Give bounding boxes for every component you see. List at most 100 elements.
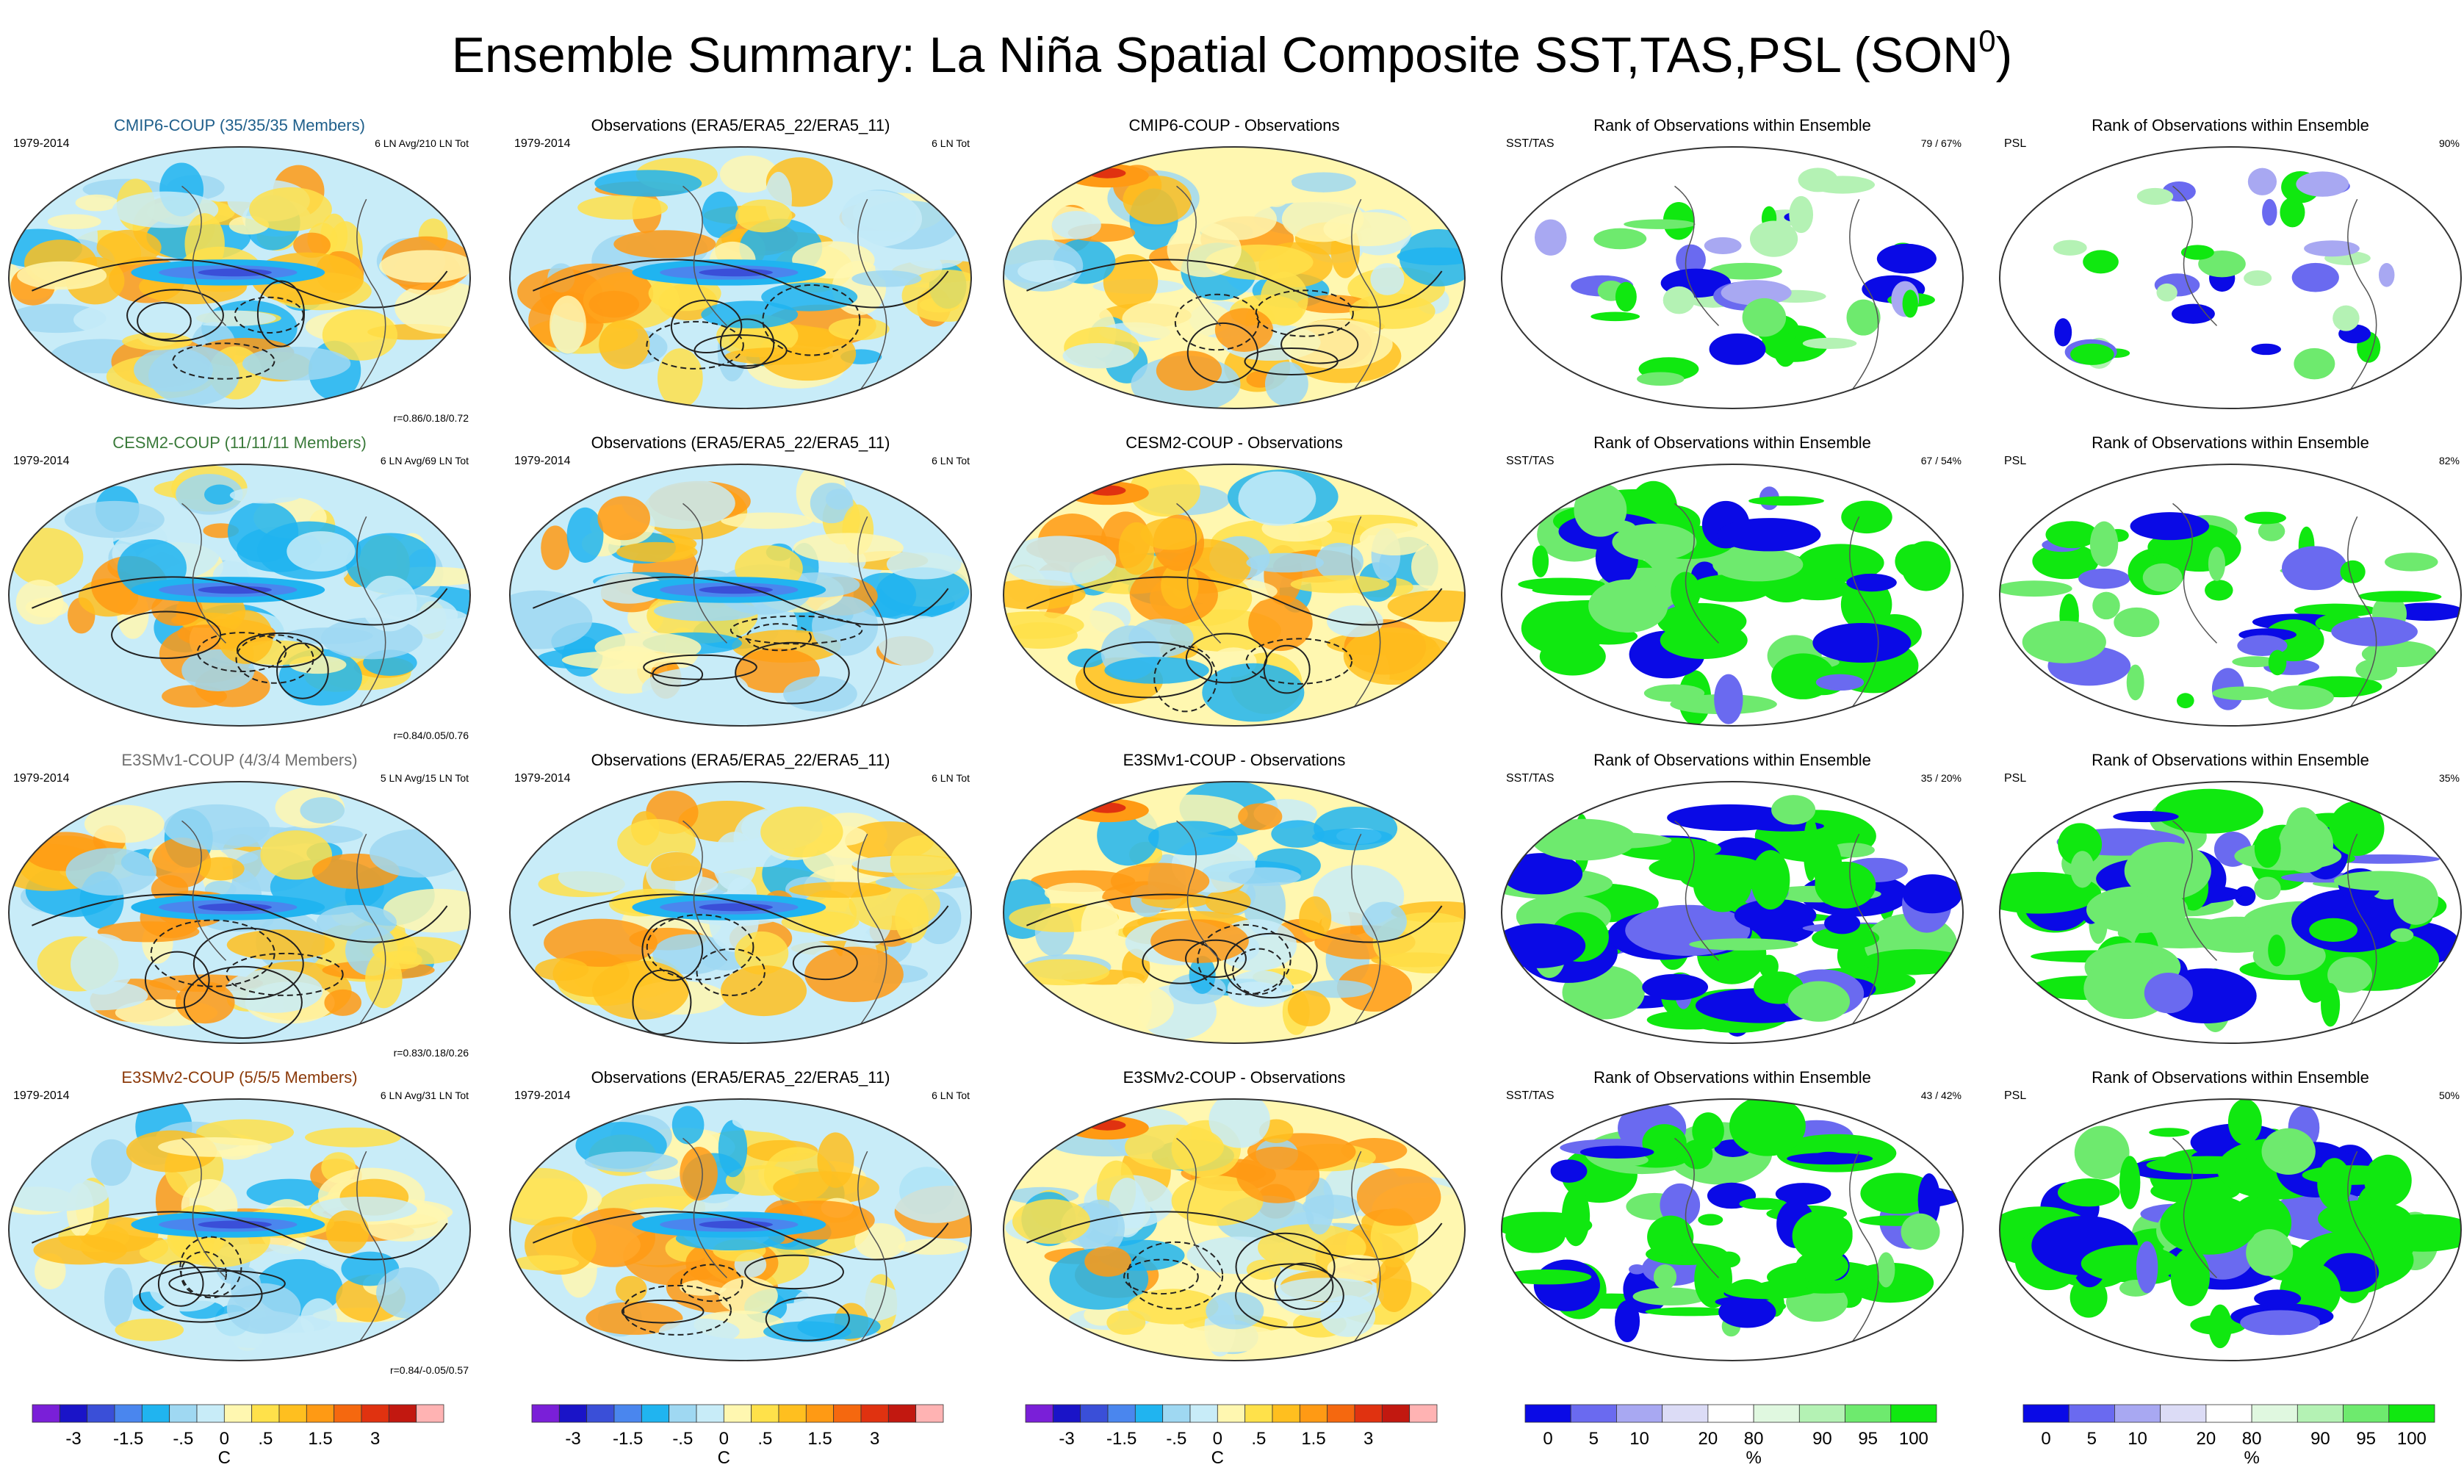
temperature-colorbar: -3 -1.5 -.5 0 .5 1.5 3 C [1025, 1404, 1438, 1468]
map-panel: Observations (ERA5/ERA5_22/ERA5_11) 1979-… [509, 433, 972, 727]
colorbar-tick: 20 [2197, 1429, 2216, 1449]
colorbar-swatch [805, 1404, 835, 1423]
map-border [1003, 146, 1466, 409]
panel-title: Rank of Observations within Ensemble [1593, 1068, 1871, 1087]
map-panel: CMIP6-COUP - Observations [1003, 116, 1466, 409]
colorbar-swatch [1890, 1404, 1937, 1423]
colorbar-swatch [696, 1404, 724, 1423]
panel-title: Rank of Observations within Ensemble [1593, 433, 1871, 452]
colorbar-swatch [833, 1404, 862, 1423]
colorbar-tick: .5 [1251, 1429, 1266, 1449]
colorbar-swatch [751, 1404, 779, 1423]
colorbar-tick: 95 [2356, 1429, 2376, 1449]
map-border [1003, 1098, 1466, 1361]
colorbar-tick: 5 [1589, 1429, 1599, 1449]
map-border [509, 464, 972, 727]
count-label: 6 LN Avg/31 LN Tot [381, 1089, 469, 1101]
colorbar-tick: 3 [870, 1429, 879, 1449]
colorbar-swatch [558, 1404, 588, 1423]
map-panel: Rank of Observations within Ensemble SST/… [1501, 1068, 1964, 1361]
colorbar-tick: -3 [1059, 1429, 1074, 1449]
count-label: 6 LN Tot [932, 455, 970, 467]
colorbar-swatch [641, 1404, 670, 1423]
map-panel: Rank of Observations within Ensemble PSL 5… [1999, 1068, 2462, 1361]
colorbar-swatch [169, 1404, 198, 1423]
map-panel: CESM2-COUP (11/11/11 Members) 1979-2014 6 … [8, 433, 471, 741]
colorbar-tick: 80 [1744, 1429, 1764, 1449]
colorbar-unit: C [718, 1448, 730, 1468]
rank-percent-label: 82% [2439, 455, 2460, 467]
colorbar-swatch [59, 1404, 88, 1423]
panel-title: E3SMv2-COUP - Observations [1123, 1068, 1346, 1087]
variable-label: PSL [2004, 772, 2026, 785]
correlation-label: r=0.83/0.18/0.26 [394, 1047, 469, 1059]
colorbar-swatch [586, 1404, 615, 1423]
variable-label: SST/TAS [1506, 1089, 1555, 1102]
rank-percent-label: 50% [2439, 1089, 2460, 1101]
rank-colorbar: 0 5 10 20 80 90 95 100% [1524, 1404, 1937, 1468]
variable-label: PSL [2004, 1089, 2026, 1102]
colorbar-tick: -3 [65, 1429, 81, 1449]
panel-title: Rank of Observations within Ensemble [2092, 751, 2369, 769]
colorbar-swatch [141, 1404, 170, 1423]
colorbar-tick: 0 [2041, 1429, 2050, 1449]
variable-label: PSL [2004, 455, 2026, 467]
colorbar-swatch [1244, 1404, 1273, 1423]
colorbar-tick: 1.5 [807, 1429, 832, 1449]
correlation-label: r=0.86/0.18/0.72 [394, 412, 469, 424]
panel-title: Rank of Observations within Ensemble [2092, 433, 2369, 452]
colorbar-swatch [114, 1404, 143, 1423]
map-border [1501, 464, 1964, 727]
colorbar-swatch [306, 1404, 335, 1423]
colorbar-tick: 1.5 [1301, 1429, 1325, 1449]
colorbar-swatch [278, 1404, 307, 1423]
map-panel: CESM2-COUP - Observations [1003, 433, 1466, 727]
colorbar-swatch [669, 1404, 697, 1423]
map-border [1003, 464, 1466, 727]
colorbar-swatch [1025, 1404, 1053, 1423]
map-border [509, 146, 972, 409]
colorbar-unit: % [1746, 1448, 1761, 1468]
map-border [1999, 1098, 2462, 1361]
colorbar-swatch [1052, 1404, 1081, 1423]
colorbar-tick: 90 [1812, 1429, 1832, 1449]
colorbar-swatch [2343, 1404, 2390, 1423]
colorbar-tick: -.5 [672, 1429, 693, 1449]
colorbar-swatch [1381, 1404, 1411, 1423]
colorbar-swatch [1524, 1404, 1571, 1423]
colorbar-tick: 95 [1858, 1429, 1878, 1449]
colorbar-swatch [1327, 1404, 1355, 1423]
count-label: 6 LN Tot [932, 1089, 970, 1101]
panel-title: E3SMv2-COUP (5/5/5 Members) [121, 1068, 357, 1087]
colorbar-tick: 0 [220, 1429, 229, 1449]
colorbar-swatch [1798, 1404, 1845, 1423]
period-label: 1979-2014 [13, 455, 70, 467]
map-panel: Rank of Observations within Ensemble SST/… [1501, 433, 1964, 727]
map-panel: E3SMv2-COUP (5/5/5 Members) 1979-2014 6 LN… [8, 1068, 471, 1376]
map-border [509, 1098, 972, 1361]
colorbar-swatch [613, 1404, 642, 1423]
map-border [1501, 1098, 1964, 1361]
panel-title: Observations (ERA5/ERA5_22/ERA5_11) [591, 1068, 890, 1087]
colorbar-tick: 90 [2310, 1429, 2330, 1449]
colorbar-tick: -.5 [1166, 1429, 1186, 1449]
colorbar-tick: 0 [1543, 1429, 1552, 1449]
rank-percent-label: 67 / 54% [1921, 455, 1962, 467]
colorbar-tick: .5 [757, 1429, 772, 1449]
colorbar-swatch [2068, 1404, 2115, 1423]
panel-title: E3SMv1-COUP (4/3/4 Members) [121, 751, 357, 769]
colorbar-tick: 1.5 [308, 1429, 332, 1449]
colorbar-tick: 5 [2087, 1429, 2097, 1449]
panel-title: CMIP6-COUP (35/35/35 Members) [114, 116, 365, 134]
variable-label: SST/TAS [1506, 137, 1555, 150]
correlation-label: r=0.84/-0.05/0.57 [390, 1364, 469, 1376]
colorbar-swatch [1299, 1404, 1328, 1423]
count-label: 6 LN Tot [932, 137, 970, 149]
map-border [1999, 146, 2462, 409]
count-label: 6 LN Tot [932, 772, 970, 784]
variable-label: SST/TAS [1506, 455, 1555, 467]
period-label: 1979-2014 [13, 772, 70, 785]
colorbar-swatch [778, 1404, 807, 1423]
colorbar-swatch [251, 1404, 280, 1423]
